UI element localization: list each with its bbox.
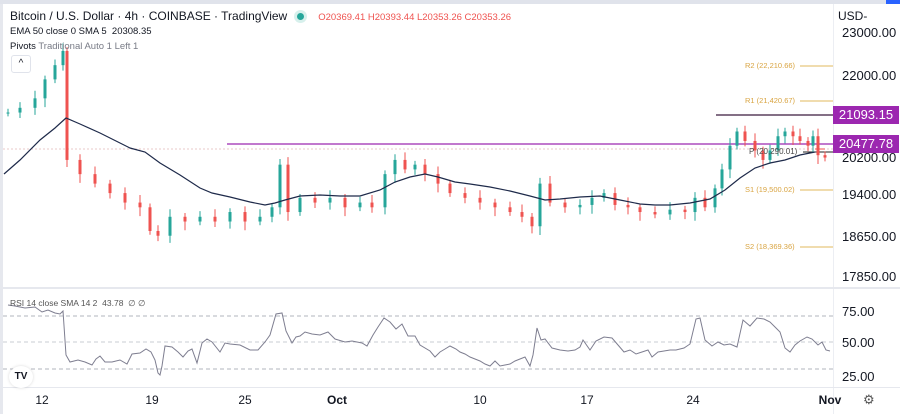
time-tick: 19	[145, 393, 159, 407]
price-tick: 23000.00	[842, 25, 897, 40]
rsi-legend[interactable]: RSI 14 close SMA 14 2 43.78 ∅ ∅	[10, 298, 145, 309]
pivots-legend-args: Traditional Auto 1 Left 1	[38, 41, 139, 52]
pivot-r1-label: R1 (21,420.67)	[745, 96, 796, 105]
time-tick: 25	[238, 393, 252, 407]
rsi-tick: 50.00	[842, 335, 875, 350]
pivot-p-label: P (20,290.01)	[749, 147, 798, 156]
time-tick: 17	[580, 393, 594, 407]
rsi-legend-value: 43.78	[102, 298, 124, 308]
time-tick-month: Oct	[326, 393, 348, 407]
pivots-legend-label: Pivots	[10, 41, 36, 52]
ohlc-values: O20369.41 H20393.44 L20353.26 C20353.26	[318, 12, 512, 23]
collapse-legend-button[interactable]: ^	[11, 55, 31, 73]
left-edge	[0, 4, 3, 414]
price-tick: 18650.00	[842, 229, 897, 244]
symbol-legend[interactable]: Bitcoin / U.S. Dollar · 4h · COINBASE · …	[10, 9, 511, 23]
symbol-title: Bitcoin / U.S. Dollar · 4h · COINBASE · …	[10, 9, 288, 23]
price-tick: 22000.00	[842, 68, 897, 83]
currency-dropdown-icon: -	[863, 9, 868, 23]
ema-50-line	[3, 117, 816, 206]
market-status-icon	[297, 12, 305, 20]
pane-separator[interactable]	[3, 287, 900, 289]
window-top-border	[0, 0, 900, 4]
rsi-legend-label: RSI 14 close SMA 14 2	[10, 298, 98, 308]
price-tick: 17850.00	[842, 269, 897, 284]
pivots-legend[interactable]: Pivots Traditional Auto 1 Left 1	[10, 41, 138, 52]
currency-label: USD	[838, 9, 864, 23]
price-tag-support: 20477.78	[833, 135, 899, 153]
candlestick-series	[6, 43, 827, 243]
time-tick-month: Nov	[818, 393, 842, 407]
ema-legend[interactable]: EMA 50 close 0 SMA 5 20308.35	[10, 26, 152, 37]
time-axis-separator	[3, 387, 900, 388]
rsi-tick: 25.00	[842, 369, 875, 384]
pivot-s1-label: S1 (19,500.02)	[745, 185, 795, 194]
currency-selector[interactable]: USD-	[838, 9, 867, 23]
time-tick: 24	[686, 393, 700, 407]
window-accent	[886, 0, 900, 4]
ema-legend-label: EMA 50 close 0 SMA 5	[10, 26, 107, 37]
time-tick: 12	[35, 393, 49, 407]
pivot-r2-label: R2 (22,210.66)	[745, 61, 796, 70]
time-tick: 10	[473, 393, 487, 407]
price-tick: 20200.00	[842, 150, 897, 165]
rsi-tick: 75.00	[842, 304, 875, 319]
rsi-line	[7, 304, 831, 376]
price-tag-resistance: 21093.15	[833, 106, 899, 124]
ema-legend-value: 20308.35	[111, 26, 152, 37]
chevron-up-icon: ^	[18, 58, 24, 69]
price-tick: 19400.00	[842, 187, 897, 202]
price-axis-separator	[833, 4, 834, 414]
pivot-s2-label: S2 (18,369.36)	[745, 242, 795, 251]
gear-icon[interactable]: ⚙	[863, 392, 875, 407]
rsi-legend-extra: ∅ ∅	[128, 298, 146, 308]
tradingview-logo[interactable]: TV	[9, 366, 33, 388]
